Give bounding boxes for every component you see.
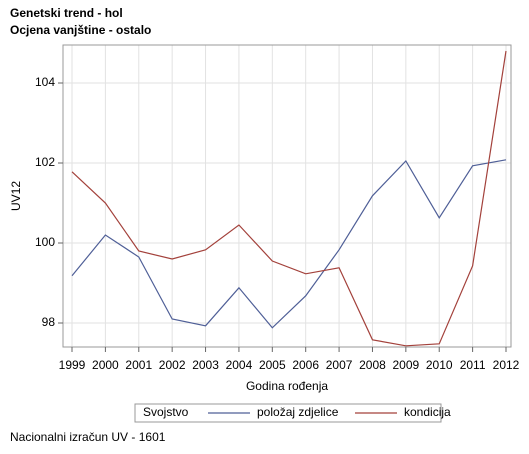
y-tick-label: 104 <box>35 75 55 89</box>
chart-subtitle: Ocjena vanjštine - ostalo <box>10 23 151 37</box>
x-tick-label: 2011 <box>460 358 486 372</box>
x-tick-label: 2009 <box>392 358 419 372</box>
x-tick-label: 2003 <box>192 358 219 372</box>
x-tick-label: 2002 <box>159 358 186 372</box>
y-tick-label: 100 <box>35 235 55 249</box>
x-tick-label: 2001 <box>125 358 152 372</box>
x-tick-label: 2006 <box>292 358 319 372</box>
x-tick-label: 2005 <box>259 358 286 372</box>
x-tick-label: 1999 <box>59 358 86 372</box>
plot-frame <box>62 44 512 348</box>
x-tick-label: 2004 <box>226 358 253 372</box>
x-axis-label: Godina rođenja <box>246 379 328 393</box>
y-tick-label: 102 <box>35 155 55 169</box>
series-line <box>71 159 507 329</box>
legend-box <box>134 403 442 423</box>
x-tick-label: 2000 <box>92 358 119 372</box>
legend-title: Svojstvo <box>143 405 189 419</box>
legend-label: položaj zdjelice <box>257 405 339 419</box>
x-tick-label: 2007 <box>326 358 353 372</box>
y-axis-label: UV12 <box>9 181 23 211</box>
x-tick-label: 2008 <box>359 358 386 372</box>
y-tick-label: 98 <box>42 315 56 329</box>
footnote: Nacionalni izračun UV - 1601 <box>10 430 166 444</box>
x-tick-label: 2010 <box>426 358 453 372</box>
legend-label: kondicija <box>404 405 451 419</box>
chart-title: Genetski trend - hol <box>10 6 123 20</box>
series-line <box>71 50 507 347</box>
x-tick-label: 2012 <box>493 358 520 372</box>
